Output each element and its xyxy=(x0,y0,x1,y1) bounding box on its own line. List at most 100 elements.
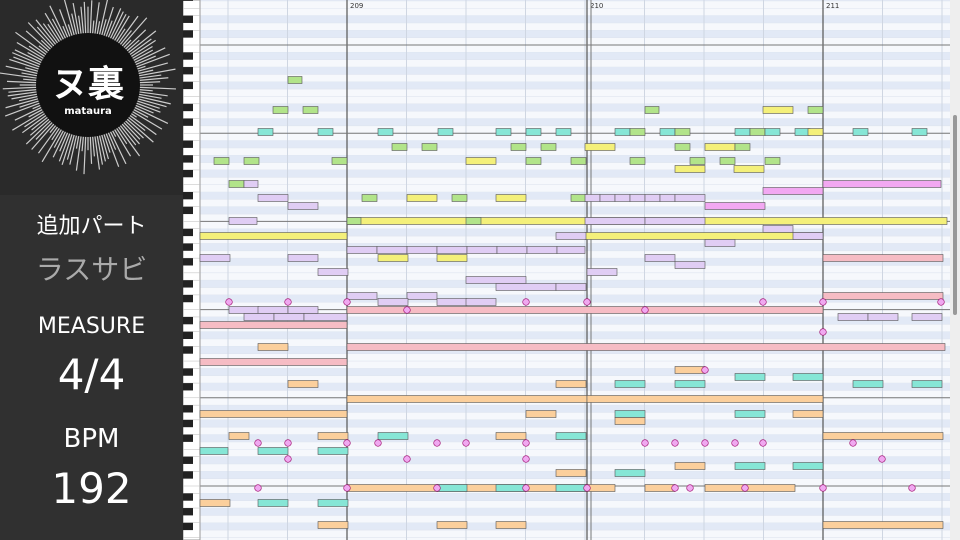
burst-ray xyxy=(44,12,63,43)
note xyxy=(614,380,646,388)
burst-ray xyxy=(31,122,56,150)
burst-ray xyxy=(12,110,46,131)
note-dot xyxy=(254,439,262,447)
burst-ray xyxy=(89,134,93,164)
burst-ray xyxy=(36,26,56,48)
note xyxy=(749,128,766,136)
note-dot xyxy=(819,298,827,306)
black-key xyxy=(183,316,193,325)
note xyxy=(199,499,231,507)
logo-area: ヌ裏 mataura xyxy=(0,0,183,195)
black-key xyxy=(183,471,193,479)
note xyxy=(243,157,260,165)
note xyxy=(346,306,824,314)
black-key-row xyxy=(200,169,950,178)
burst-ray xyxy=(100,133,110,160)
note xyxy=(734,143,751,151)
burst-ray xyxy=(16,41,46,60)
burst-ray xyxy=(5,97,40,109)
note-dot xyxy=(819,484,827,492)
burst-ray xyxy=(137,68,176,77)
burst-ray xyxy=(133,104,154,114)
burst-ray xyxy=(122,39,132,50)
black-key-row xyxy=(200,103,950,112)
note xyxy=(614,128,631,136)
bpm-value: 192 xyxy=(51,464,132,513)
black-key xyxy=(183,81,193,90)
black-key xyxy=(183,456,193,464)
note xyxy=(674,143,691,151)
burst-ray xyxy=(81,134,85,152)
note-dot xyxy=(343,439,351,447)
note xyxy=(243,313,275,321)
black-key-row xyxy=(200,493,950,501)
note xyxy=(734,462,766,470)
scroll-thumb xyxy=(953,115,957,315)
part-label: 追加パート xyxy=(36,214,147,239)
burst-ray xyxy=(63,0,76,37)
note xyxy=(586,484,616,492)
burst-ray xyxy=(136,62,169,73)
burst-ray xyxy=(27,22,54,50)
note xyxy=(570,194,587,202)
burst-ray xyxy=(38,45,50,55)
burst-ray xyxy=(75,134,82,171)
black-key-row xyxy=(200,15,950,23)
burst-ray xyxy=(11,93,39,100)
burst-ray xyxy=(72,2,80,36)
burst-ray xyxy=(137,81,161,84)
note xyxy=(822,292,944,300)
burst-ray xyxy=(136,95,171,105)
note xyxy=(644,484,676,492)
black-key xyxy=(183,346,193,354)
black-key xyxy=(183,103,193,112)
note-dot xyxy=(462,439,470,447)
burst-ray xyxy=(130,45,153,60)
note xyxy=(911,128,928,136)
burst-ray xyxy=(52,129,67,158)
note xyxy=(361,194,378,202)
note xyxy=(822,521,944,529)
note-dot xyxy=(225,298,233,306)
note-dot xyxy=(433,484,441,492)
note xyxy=(199,321,348,329)
note xyxy=(495,283,557,291)
note xyxy=(436,521,468,529)
burst-ray xyxy=(128,113,157,136)
burst-ray xyxy=(113,15,130,43)
note xyxy=(495,194,527,202)
note xyxy=(733,165,765,173)
note xyxy=(495,128,512,136)
note xyxy=(437,128,454,136)
note xyxy=(614,194,631,202)
note xyxy=(287,202,319,210)
burst-ray xyxy=(96,21,101,36)
burst-ray xyxy=(125,117,154,143)
burst-ray xyxy=(61,132,74,165)
note xyxy=(346,395,588,403)
burst-ray xyxy=(24,112,47,128)
measure-value: 4/4 xyxy=(57,350,126,399)
note xyxy=(346,217,362,225)
note-dot xyxy=(731,439,739,447)
burst-ray xyxy=(25,67,40,73)
burst-ray xyxy=(109,11,124,41)
note-dot xyxy=(284,298,292,306)
note-dot xyxy=(343,298,351,306)
note xyxy=(243,180,259,188)
note xyxy=(287,76,303,84)
burst-ray xyxy=(40,39,53,51)
burst-ray xyxy=(131,49,154,62)
measure-number: 209 xyxy=(350,2,363,10)
note xyxy=(436,298,468,306)
note xyxy=(584,194,601,202)
black-key xyxy=(183,522,193,531)
section-label: ラスサビ xyxy=(35,253,148,286)
note xyxy=(704,239,736,247)
note xyxy=(674,165,706,173)
note xyxy=(822,254,944,262)
burst-ray xyxy=(129,39,156,58)
note xyxy=(764,157,781,165)
note xyxy=(555,232,587,240)
note xyxy=(377,432,409,440)
